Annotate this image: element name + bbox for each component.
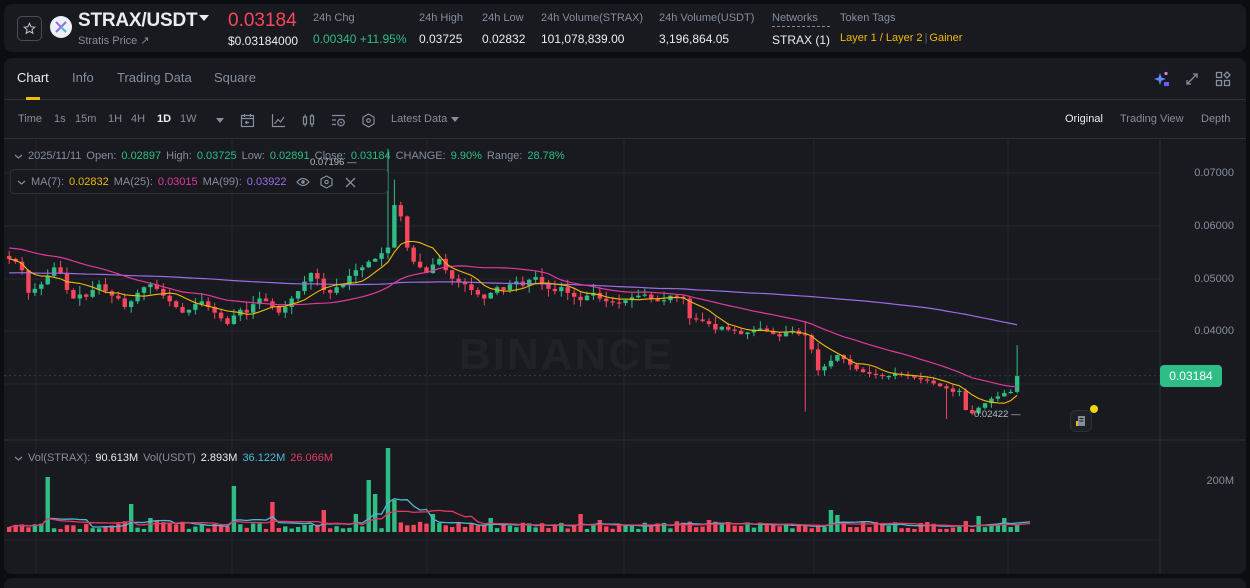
chart-type-button[interactable] <box>299 111 317 129</box>
ai-sparkle-button[interactable] <box>1152 69 1172 89</box>
y-axis-label: 0.07000 <box>1194 167 1234 179</box>
last-price-usd: $0.03184000 <box>228 34 299 48</box>
list-settings-icon <box>332 114 345 126</box>
pair-dropdown-icon[interactable] <box>199 15 209 21</box>
current-price-tag: 0.03184 <box>1160 365 1222 387</box>
max-price-marker: 0.07196 — <box>310 157 357 168</box>
tab-square[interactable]: Square <box>214 70 256 85</box>
eye-icon[interactable] <box>295 176 310 188</box>
tab-chart[interactable]: Chart <box>17 70 49 85</box>
chart-toolbar: Time 1s 15m 1H 4H 1D 1W Latest Data Orig… <box>4 101 1246 139</box>
chart-canvas[interactable] <box>4 140 1246 574</box>
chart-tabs: Chart Info Trading Data Square <box>4 58 1246 100</box>
tab-info[interactable]: Info <box>72 70 94 85</box>
expand-icon <box>1186 73 1198 85</box>
latest-data-dropdown[interactable]: Latest Data <box>391 113 460 125</box>
tag-layer1-layer2[interactable]: Layer 1 / Layer 2 <box>840 32 923 44</box>
view-depth[interactable]: Depth <box>1201 113 1231 125</box>
active-tab-indicator <box>26 97 40 100</box>
bottom-panel <box>4 578 1246 588</box>
interval-time[interactable]: Time <box>18 113 43 125</box>
notepad-icon <box>1076 415 1085 426</box>
date-range-button[interactable] <box>238 111 256 129</box>
layout-button[interactable] <box>1213 69 1233 89</box>
indicators-button[interactable] <box>269 111 287 129</box>
stat-24h-volume-usdt: 24h Volume(USDT) 3,196,864.05 <box>659 12 755 46</box>
close-icon[interactable] <box>345 177 356 188</box>
stat-networks[interactable]: Networks STRAX (1) <box>772 12 831 47</box>
calendar-icon <box>240 113 254 127</box>
strax-logo-icon <box>50 16 72 38</box>
notification-dot <box>1090 405 1098 413</box>
hexagon-settings-icon <box>361 112 375 128</box>
interval-4h[interactable]: 4H <box>131 113 146 125</box>
collapse-chevron-icon[interactable] <box>17 178 26 187</box>
ma-legend: MA(7): 0.02832 MA(25): 0.03015 MA(99): 0.03… <box>10 169 388 194</box>
chart-settings-list-button[interactable] <box>330 111 348 129</box>
ohlc-legend: 2025/11/11 Open: 0.02897 High: 0.03725 Low… <box>14 150 565 162</box>
collapse-chevron-icon[interactable] <box>14 454 23 463</box>
interval-1s[interactable]: 1s <box>54 113 66 125</box>
tab-trading-data[interactable]: Trading Data <box>117 70 192 85</box>
y-axis-label: 0.04000 <box>1194 325 1234 337</box>
stratis-price-link[interactable]: Stratis Price ↗ <box>78 35 150 47</box>
volume-legend: Vol(STRAX): 90.613M Vol(USDT) 2.893M 36.12… <box>14 452 333 464</box>
interval-15m[interactable]: 15m <box>75 113 97 125</box>
view-trading-view[interactable]: Trading View <box>1120 113 1184 125</box>
stat-24h-change: 24h Chg 0.00340 +11.95% <box>313 12 407 46</box>
more-intervals-button[interactable] <box>212 114 224 126</box>
stat-24h-high: 24h High 0.03725 <box>419 12 464 46</box>
chevron-down-icon <box>451 116 460 122</box>
stat-token-tags: Token Tags Layer 1 / Layer 2 | Gainer <box>840 12 963 44</box>
stat-24h-volume-strax: 24h Volume(STRAX) 101,078,839.00 <box>541 12 644 46</box>
stat-24h-low: 24h Low 0.02832 <box>482 12 526 46</box>
chart-settings-button[interactable] <box>359 111 377 129</box>
chevron-down-icon <box>216 117 224 123</box>
star-icon <box>23 22 36 35</box>
favorite-button[interactable] <box>17 16 42 41</box>
fullscreen-button[interactable] <box>1182 69 1202 89</box>
interval-1w[interactable]: 1W <box>180 113 197 125</box>
market-header: STRAX/USDT Stratis Price ↗ 0.03184 $0.03… <box>4 4 1246 52</box>
last-price: 0.03184 <box>228 10 297 31</box>
y-axis-label: 0.06000 <box>1194 220 1234 232</box>
widgets-grid-icon <box>1215 71 1231 87</box>
interval-1h[interactable]: 1H <box>108 113 123 125</box>
interval-1d[interactable]: 1D <box>157 113 172 125</box>
collapse-chevron-icon[interactable] <box>14 152 23 161</box>
settings-icon[interactable] <box>319 175 333 189</box>
tag-gainer[interactable]: Gainer <box>929 32 963 44</box>
candlestick-icon <box>302 113 314 127</box>
line-chart-icon <box>271 113 285 127</box>
ai-sparkle-icon <box>1154 71 1169 86</box>
min-price-marker: 0.02422 — <box>974 409 1021 420</box>
y-axis-label: 0.05000 <box>1194 273 1234 285</box>
candlestick-chart[interactable]: BINANCE 2025/11/11 Open:0.02897 High:0.0… <box>4 140 1246 574</box>
view-original[interactable]: Original <box>1065 113 1103 125</box>
assistant-widget-button[interactable] <box>1070 405 1098 432</box>
pair-selector[interactable]: STRAX/USDT <box>78 10 198 31</box>
chart-panel: Chart Info Trading Data Square Time 1s 1… <box>4 58 1246 574</box>
volume-axis-label: 200M <box>1206 475 1234 487</box>
